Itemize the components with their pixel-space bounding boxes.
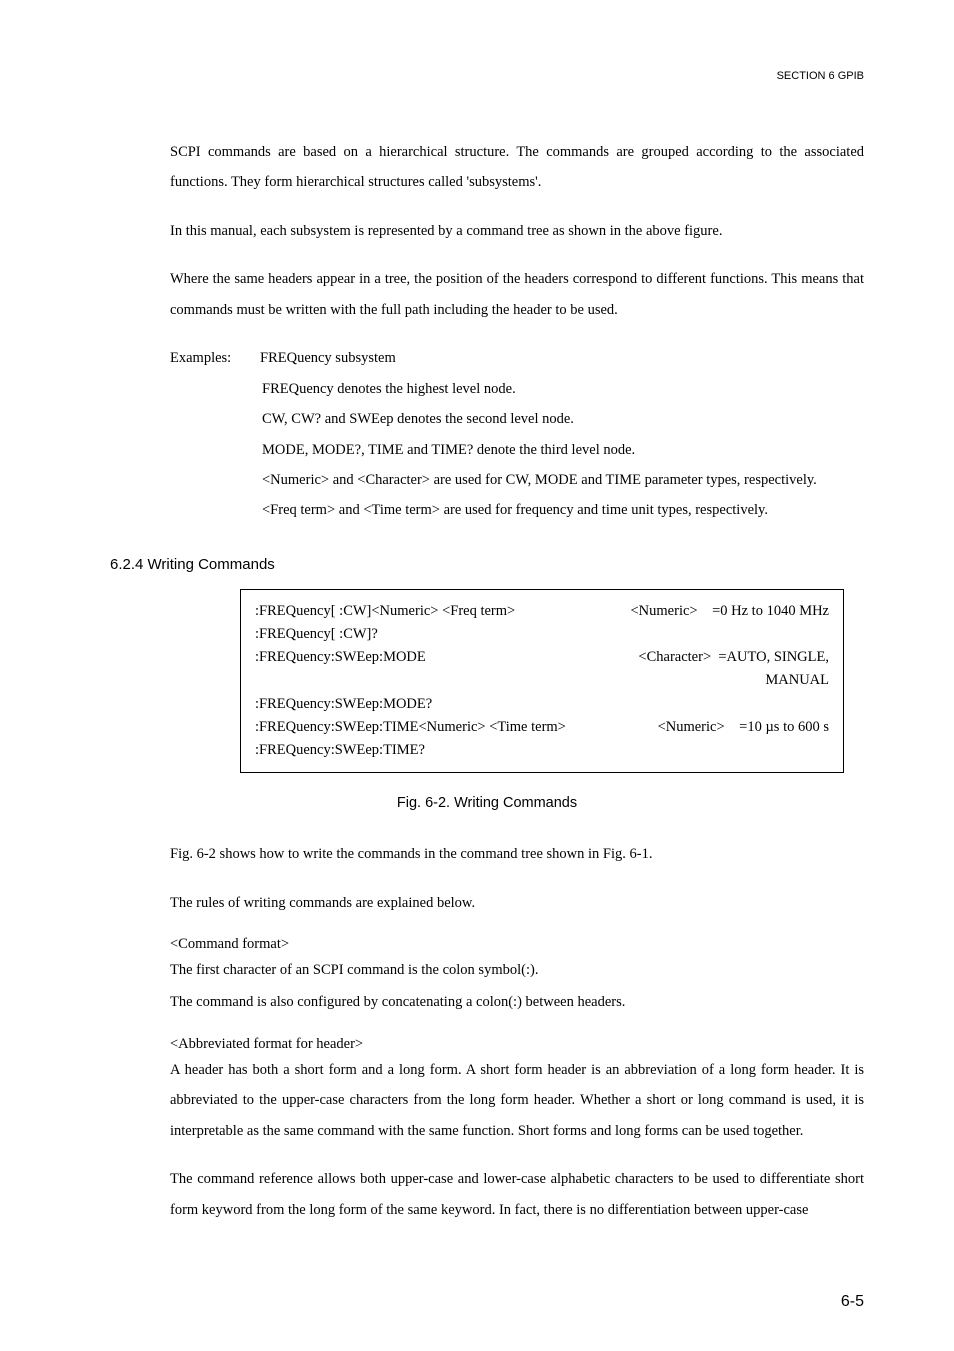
example-line-1: FREQuency subsystem [260,350,396,366]
code-left: :FREQuency:SWEep:TIME? [255,739,425,762]
after-paragraph-6: The command reference allows both upper-… [170,1164,864,1225]
code-row: :FREQuency:SWEep:MODE <Character> =AUTO,… [255,646,829,669]
example-line-4: MODE, MODE?, TIME and TIME? denote the t… [262,435,864,465]
code-row: :FREQuency:SWEep:TIME? [255,739,829,762]
figure-caption: Fig. 6-2. Writing Commands [110,795,864,811]
example-line-6: <Freq term> and <Time term> are used for… [262,495,864,525]
code-right: <Numeric> =0 Hz to 1040 MHz [631,600,830,623]
code-right: <Character> =AUTO, SINGLE, [638,646,829,669]
code-left: :FREQuency[ :CW]<Numeric> <Freq term> [255,600,515,623]
after-paragraph-4: The command is also configured by concat… [170,987,864,1017]
after-paragraph-1: Fig. 6-2 shows how to write the commands… [170,839,864,869]
code-row: :FREQuency[ :CW]? [255,623,829,646]
section-heading: 6.2.4 Writing Commands [110,556,864,573]
code-left: :FREQuency[ :CW]? [255,623,378,646]
code-left: :FREQuency:SWEep:MODE? [255,693,432,716]
command-format-heading: <Command format> [170,936,864,953]
code-right: MANUAL [682,669,829,692]
code-row: :FREQuency:SWEep:TIME<Numeric> <Time ter… [255,716,829,739]
abbreviated-format-heading: <Abbreviated format for header> [170,1036,864,1053]
intro-paragraph-3: Where the same headers appear in a tree,… [170,264,864,325]
code-row: :FREQuency:SWEep:MODE? [255,693,829,716]
page: SECTION 6 GPIB SCPI commands are based o… [0,0,954,1351]
code-left: :FREQuency:SWEep:MODE [255,646,426,669]
after-paragraph-2: The rules of writing commands are explai… [170,888,864,918]
example-line-3: CW, CW? and SWEep denotes the second lev… [262,404,864,434]
code-left: :FREQuency:SWEep:TIME<Numeric> <Time ter… [255,716,566,739]
after-paragraph-5: A header has both a short form and a lon… [170,1055,864,1146]
code-row: MANUAL [255,669,829,692]
example-line-2: FREQuency denotes the highest level node… [262,374,864,404]
after-paragraph-3: The first character of an SCPI command i… [170,955,864,985]
examples-label: Examples: [170,343,260,373]
examples-block: Examples:FREQuency subsystem FREQuency d… [170,343,864,526]
example-line-5: <Numeric> and <Character> are used for C… [262,465,864,495]
page-number: 6-5 [841,1293,864,1311]
intro-paragraph-1: SCPI commands are based on a hierarchica… [170,137,864,198]
code-right: <Numeric> =10 µs to 600 s [658,716,829,739]
code-box: :FREQuency[ :CW]<Numeric> <Freq term> <N… [240,589,844,773]
code-row: :FREQuency[ :CW]<Numeric> <Freq term> <N… [255,600,829,623]
section-header: SECTION 6 GPIB [110,70,864,82]
intro-paragraph-2: In this manual, each subsystem is repres… [170,216,864,246]
